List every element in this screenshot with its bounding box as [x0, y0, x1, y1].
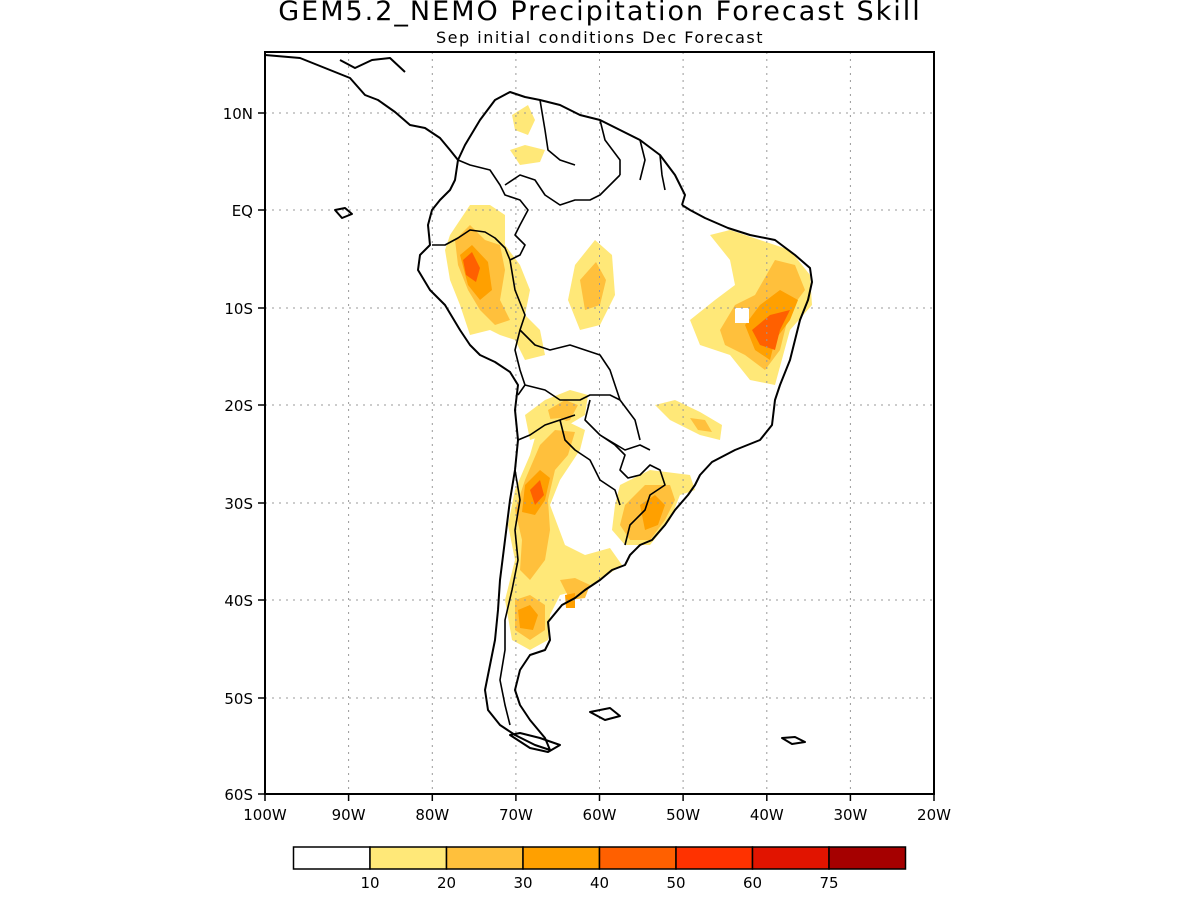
lon-label-80w: 80W [415, 806, 449, 824]
map-title: GEM5.2_NEMO Precipitation Forecast Skill [278, 0, 922, 27]
lat-label-30s: 30S [224, 495, 253, 513]
continent-outline [417, 159, 813, 751]
lon-label-100w: 100W [243, 806, 287, 824]
colorbar: 10 20 30 40 50 60 75 [292, 846, 907, 892]
colorbar-label-50: 50 [666, 874, 685, 892]
lon-label-40w: 40W [750, 806, 784, 824]
colorbar-label-10: 10 [360, 874, 379, 892]
lon-label-70w: 70W [499, 806, 533, 824]
colorbar-swatch-4 [598, 846, 677, 870]
lat-label-eq: EQ [232, 202, 253, 220]
lat-labels: 10N EQ 10S 20S 30S 40S 50S 60S [223, 105, 253, 804]
lat-label-10n: 10N [223, 105, 253, 123]
colorbar-swatch-2 [445, 846, 524, 870]
lon-label-50w: 50W [666, 806, 700, 824]
country-borders [432, 99, 666, 726]
lon-label-60w: 60W [583, 806, 617, 824]
colorbar-swatch-5 [675, 846, 754, 870]
tick-marks [258, 112, 935, 801]
colorbar-swatch-0 [292, 846, 371, 870]
colorbar-label-30: 30 [513, 874, 532, 892]
colorbar-swatch-7 [828, 846, 907, 870]
colorbar-swatch-6 [751, 846, 830, 870]
lon-label-20w: 20W [917, 806, 951, 824]
colorbar-label-40: 40 [590, 874, 609, 892]
lat-label-10s: 10S [224, 300, 253, 318]
lon-labels: 100W 90W 80W 70W 60W 50W 40W 30W 20W [243, 806, 951, 824]
lat-label-20s: 20S [224, 397, 253, 415]
coastlines [265, 54, 813, 753]
lat-label-50s: 50S [224, 690, 253, 708]
colorbar-swatch-1 [369, 846, 448, 870]
colorbar-label-60: 60 [743, 874, 762, 892]
lat-label-40s: 40S [224, 592, 253, 610]
colorbar-swatches [292, 846, 907, 870]
lat-label-60s: 60S [224, 786, 253, 804]
colorbar-label-75: 75 [819, 874, 838, 892]
colorbar-swatch-3 [522, 846, 601, 870]
map-subtitle: Sep initial conditions Dec Forecast [436, 28, 764, 47]
lon-label-90w: 90W [332, 806, 366, 824]
map-grid [265, 52, 934, 794]
lon-label-30w: 30W [833, 806, 867, 824]
colorbar-label-20: 20 [437, 874, 456, 892]
colorbar-labels: 10 20 30 40 50 60 75 [360, 874, 838, 892]
